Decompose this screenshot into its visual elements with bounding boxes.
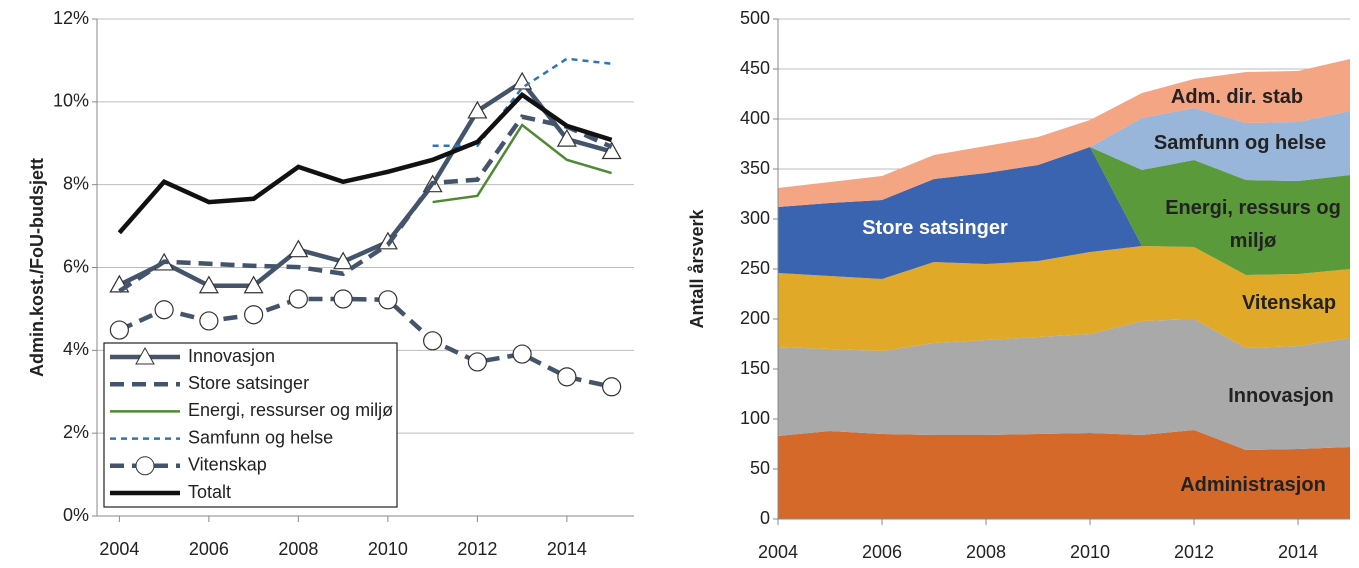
- marker: [512, 71, 533, 90]
- x-tick-label: 2012: [1174, 542, 1214, 562]
- x-tick-label: 2006: [862, 542, 902, 562]
- area-label-box: Vitenskap: [1241, 291, 1337, 314]
- x-tick-label: 2010: [1070, 542, 1110, 562]
- marker: [512, 344, 532, 364]
- x-tick-label: 2006: [189, 539, 229, 559]
- area-label: Administrasjon: [1180, 473, 1326, 496]
- x-tick-label: 2004: [99, 539, 139, 559]
- x-tick-label: 2010: [368, 539, 408, 559]
- marker: [154, 300, 174, 320]
- x-tick-label: 2012: [457, 539, 497, 559]
- area-label-box: Adm. dir. stab: [1170, 85, 1304, 108]
- y-tick-label: 8%: [63, 173, 89, 193]
- y-tick-label: 0: [760, 508, 770, 528]
- y-tick-label: 6%: [63, 256, 89, 276]
- line-series: [117, 91, 613, 235]
- area-series: [778, 59, 1350, 207]
- legend-label: Innovasjon: [188, 346, 275, 366]
- legend-label: Samfunn og helse: [188, 427, 333, 447]
- area-label: Vitenskap: [1241, 291, 1337, 314]
- y-tick-label: 0%: [63, 505, 89, 525]
- line-series: [432, 123, 612, 204]
- y-tick-label: 350: [740, 158, 770, 178]
- legend-marker: [135, 456, 155, 476]
- y-axis-title: Admin.kost./FoU-budsjett: [27, 158, 47, 377]
- y-tick-label: 400: [740, 108, 770, 128]
- legend-label: Energi, ressurser og miljø: [188, 400, 393, 420]
- marker: [288, 239, 309, 258]
- x-tick-label: 2014: [547, 539, 587, 559]
- y-axis-title: Antall årsverk: [687, 208, 707, 328]
- marker: [333, 251, 354, 270]
- x-tick-label: 2004: [758, 542, 798, 562]
- y-tick-label: 300: [740, 208, 770, 228]
- x-tick-label: 2008: [966, 542, 1006, 562]
- marker: [333, 289, 353, 309]
- marker: [378, 290, 398, 310]
- legend-marker: [135, 346, 155, 365]
- marker: [199, 311, 219, 331]
- marker: [423, 331, 443, 351]
- area-label: Samfunn og helse: [1153, 131, 1327, 154]
- area-label: Energi, ressurs og miljø: [1165, 197, 1341, 252]
- y-tick-label: 500: [740, 8, 770, 28]
- area-series: [778, 430, 1350, 519]
- area-label-box: Samfunn og helse: [1153, 131, 1327, 154]
- marker: [467, 100, 488, 119]
- area-series: [778, 147, 1350, 279]
- marker: [467, 352, 487, 372]
- marker: [557, 367, 577, 387]
- marker: [601, 141, 622, 160]
- y-tick-label: 250: [740, 258, 770, 278]
- area-series: [778, 246, 1350, 351]
- area-label-box: Store satsinger: [862, 216, 1008, 239]
- legend-label: Vitenskap: [188, 455, 267, 475]
- y-tick-label: 450: [740, 58, 770, 78]
- area-label-box: Innovasjon: [1228, 384, 1334, 407]
- y-tick-label: 4%: [63, 339, 89, 359]
- marker: [198, 275, 219, 294]
- y-tick-label: 10%: [53, 91, 89, 111]
- area-label: Adm. dir. stab: [1170, 85, 1304, 108]
- marker: [109, 320, 129, 340]
- marker: [244, 305, 264, 325]
- y-tick-label: 50: [750, 458, 770, 478]
- y-tick-label: 200: [740, 308, 770, 328]
- marker: [602, 377, 622, 397]
- area-series: [778, 147, 1350, 275]
- y-tick-label: 2%: [63, 422, 89, 442]
- line-series: [118, 114, 613, 293]
- area-label-box: Administrasjon: [1180, 473, 1326, 496]
- area-series: [778, 108, 1350, 207]
- marker: [243, 275, 264, 294]
- legend-label: Store satsinger: [188, 373, 309, 393]
- x-tick-label: 2014: [1278, 542, 1318, 562]
- area-series: [778, 319, 1350, 450]
- y-tick-label: 150: [740, 358, 770, 378]
- line-series: [118, 78, 613, 288]
- area-label: Store satsinger: [862, 216, 1008, 239]
- legend-label: Totalt: [188, 482, 231, 502]
- x-tick-label: 2008: [278, 539, 318, 559]
- area-label-box: Energi, ressurs og miljø: [1165, 197, 1341, 252]
- marker: [288, 289, 308, 309]
- y-tick-label: 100: [740, 408, 770, 428]
- y-tick-label: 12%: [53, 8, 89, 28]
- legend-box: [103, 342, 398, 508]
- area-label: Innovasjon: [1228, 384, 1334, 407]
- marker: [556, 128, 577, 147]
